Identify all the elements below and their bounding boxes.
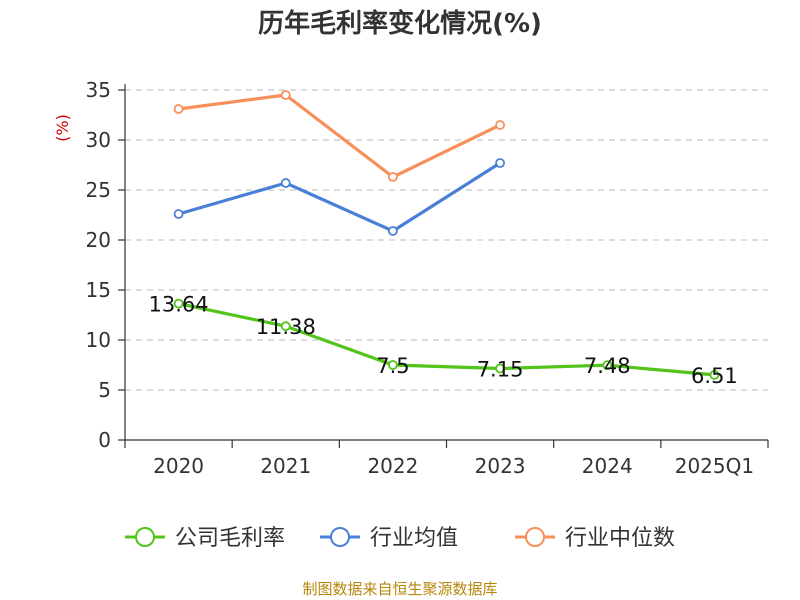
series-2-point-1 xyxy=(280,90,291,100)
series-line-2 xyxy=(178,93,501,179)
series-0-point-2 xyxy=(388,360,398,370)
x-tick-label-2025Q1: 2025Q1 xyxy=(675,454,754,478)
legend-label-0: 公司毛利率 xyxy=(175,526,285,551)
axis-layer: 0 5 10 15 20 25 30 35 2020 2021 2022 2023 2024 2025Q1 xyxy=(86,78,769,478)
series-1-point-1 xyxy=(280,178,291,188)
x-tick-label-2023: 2023 xyxy=(475,454,526,478)
y-tick-label-1: 5 xyxy=(98,378,111,402)
data-label-0-0: 13.64 xyxy=(149,293,209,317)
legend-marker-0 xyxy=(135,527,155,547)
legend-label-2: 行业中位数 xyxy=(565,526,675,551)
grid-layer xyxy=(125,89,768,391)
series-line-0 xyxy=(178,302,715,377)
series-2-point-0 xyxy=(173,104,184,114)
series-0-point-0 xyxy=(173,298,184,309)
x-tick-label-2022: 2022 xyxy=(367,454,418,478)
series-2-point-2 xyxy=(388,172,398,182)
series-2-point-3 xyxy=(495,120,505,130)
legend-label-1: 行业均值 xyxy=(370,526,458,551)
x-tick-label-2020: 2020 xyxy=(153,454,204,478)
series-line-1 xyxy=(178,161,501,233)
series-0-point-5 xyxy=(709,369,720,380)
y-tick-label-5: 25 xyxy=(86,178,111,202)
x-tick-label-2021: 2021 xyxy=(260,454,311,478)
data-label-0-1: 11.38 xyxy=(256,315,316,339)
x-tick-label-2024: 2024 xyxy=(582,454,633,478)
data-label-layer: 13.64 11.38 7.5 7.15 7.48 6.51 xyxy=(149,293,738,388)
legend-marker-1 xyxy=(330,527,350,547)
series-0-point-3 xyxy=(495,363,505,374)
data-label-0-4: 7.48 xyxy=(584,354,631,378)
y-tick-label-3: 15 xyxy=(86,278,111,302)
y-tick-label-7: 35 xyxy=(86,78,111,102)
source-note: 制图数据来自恒生聚源数据库 xyxy=(302,580,497,598)
series-0-point-4 xyxy=(602,360,613,371)
y-tick-label-0: 0 xyxy=(98,428,111,452)
data-label-0-3: 7.15 xyxy=(477,358,524,382)
data-label-0-2: 7.5 xyxy=(376,354,409,378)
legend: 公司毛利率 行业均值 行业中位数 xyxy=(125,526,675,551)
series-1-point-0 xyxy=(173,209,184,219)
series-1-point-2 xyxy=(388,226,398,236)
legend-marker-2 xyxy=(525,527,545,547)
y-tick-label-2: 10 xyxy=(86,328,111,352)
series-0-point-1 xyxy=(280,321,291,332)
y-axis-label: (%) xyxy=(53,114,72,142)
series-1-point-3 xyxy=(495,158,505,168)
y-tick-label-6: 30 xyxy=(86,128,111,152)
data-label-0-5: 6.51 xyxy=(691,364,738,388)
series-layer xyxy=(173,90,720,380)
y-tick-label-4: 20 xyxy=(86,228,111,252)
chart-title: 历年毛利率变化情况(%) xyxy=(258,8,542,39)
